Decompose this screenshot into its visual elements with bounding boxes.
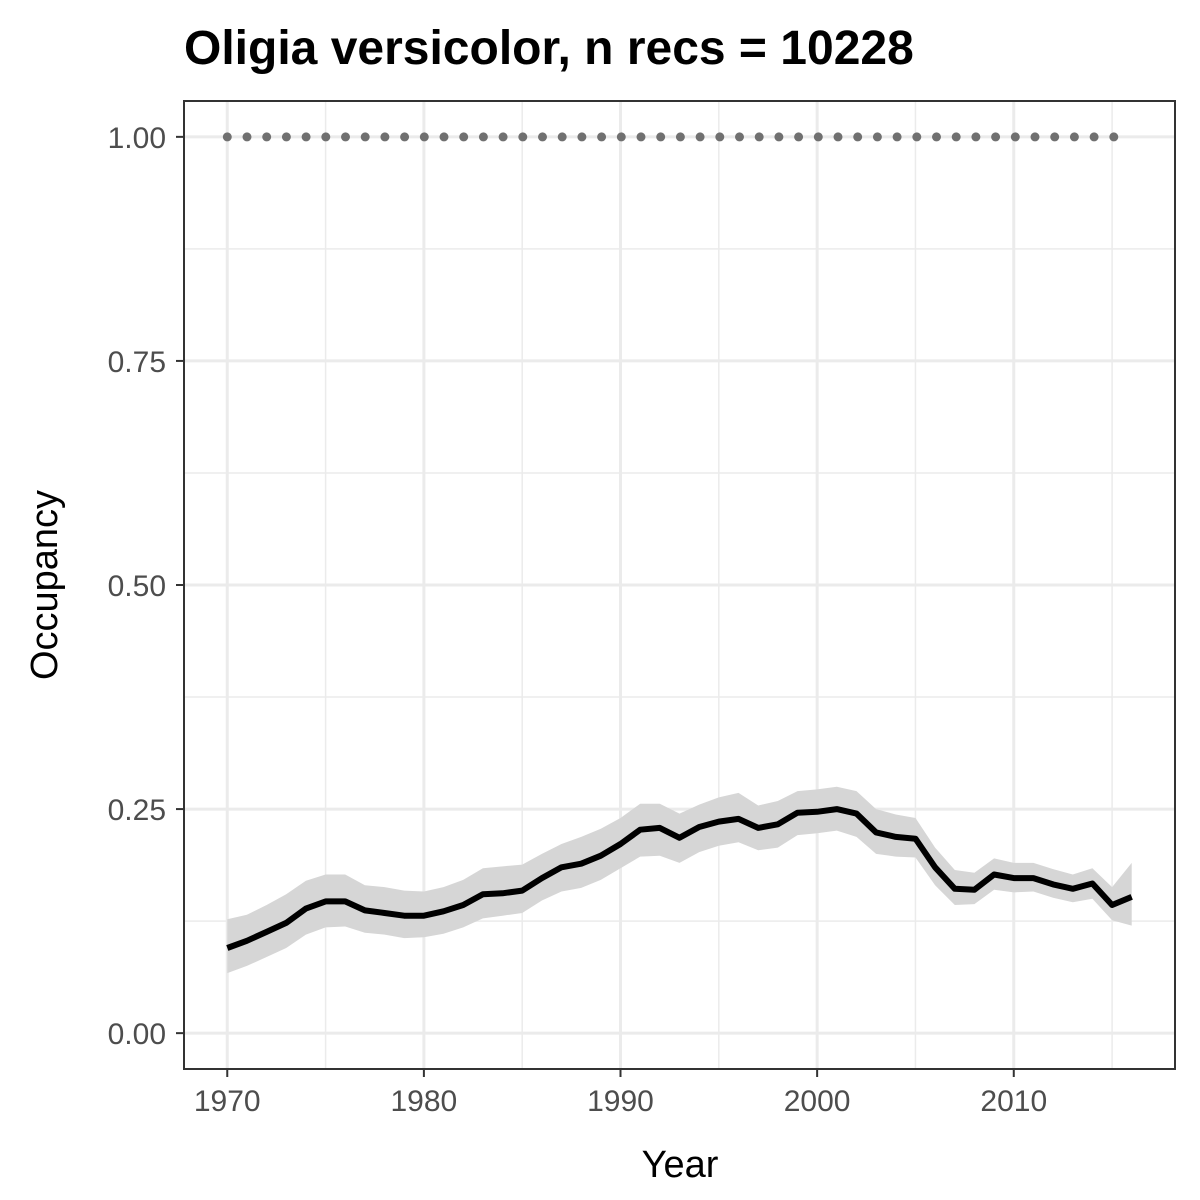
confidence-ribbon: [227, 786, 1132, 974]
x-tick-label: 2000: [784, 1085, 851, 1118]
x-axis: 1970 1980 1990 2000 2010: [194, 1069, 1047, 1118]
y-tick-label: 0.50: [108, 570, 166, 603]
x-tick-label: 1990: [587, 1085, 654, 1118]
y-axis: 0.00 0.25 0.50 0.75 1.00: [108, 122, 184, 1051]
confidence-ribbon-layer: [227, 786, 1132, 974]
occupancy-mean-line: [226, 806, 1133, 951]
x-axis-title: Year: [642, 1144, 719, 1186]
y-tick-label: 0.00: [108, 1018, 166, 1051]
x-tick-label: 1970: [194, 1085, 261, 1118]
y-tick-label: 1.00: [108, 122, 166, 155]
chart-title: Oligia versicolor, n recs = 10228: [184, 22, 914, 75]
series-layer: [222, 132, 1137, 951]
y-tick-label: 0.75: [108, 346, 166, 379]
y-tick-label: 0.25: [108, 794, 166, 827]
x-tick-label: 1980: [391, 1085, 458, 1118]
y-axis-title: Occupancy: [24, 490, 66, 680]
x-tick-label: 2010: [980, 1085, 1047, 1118]
